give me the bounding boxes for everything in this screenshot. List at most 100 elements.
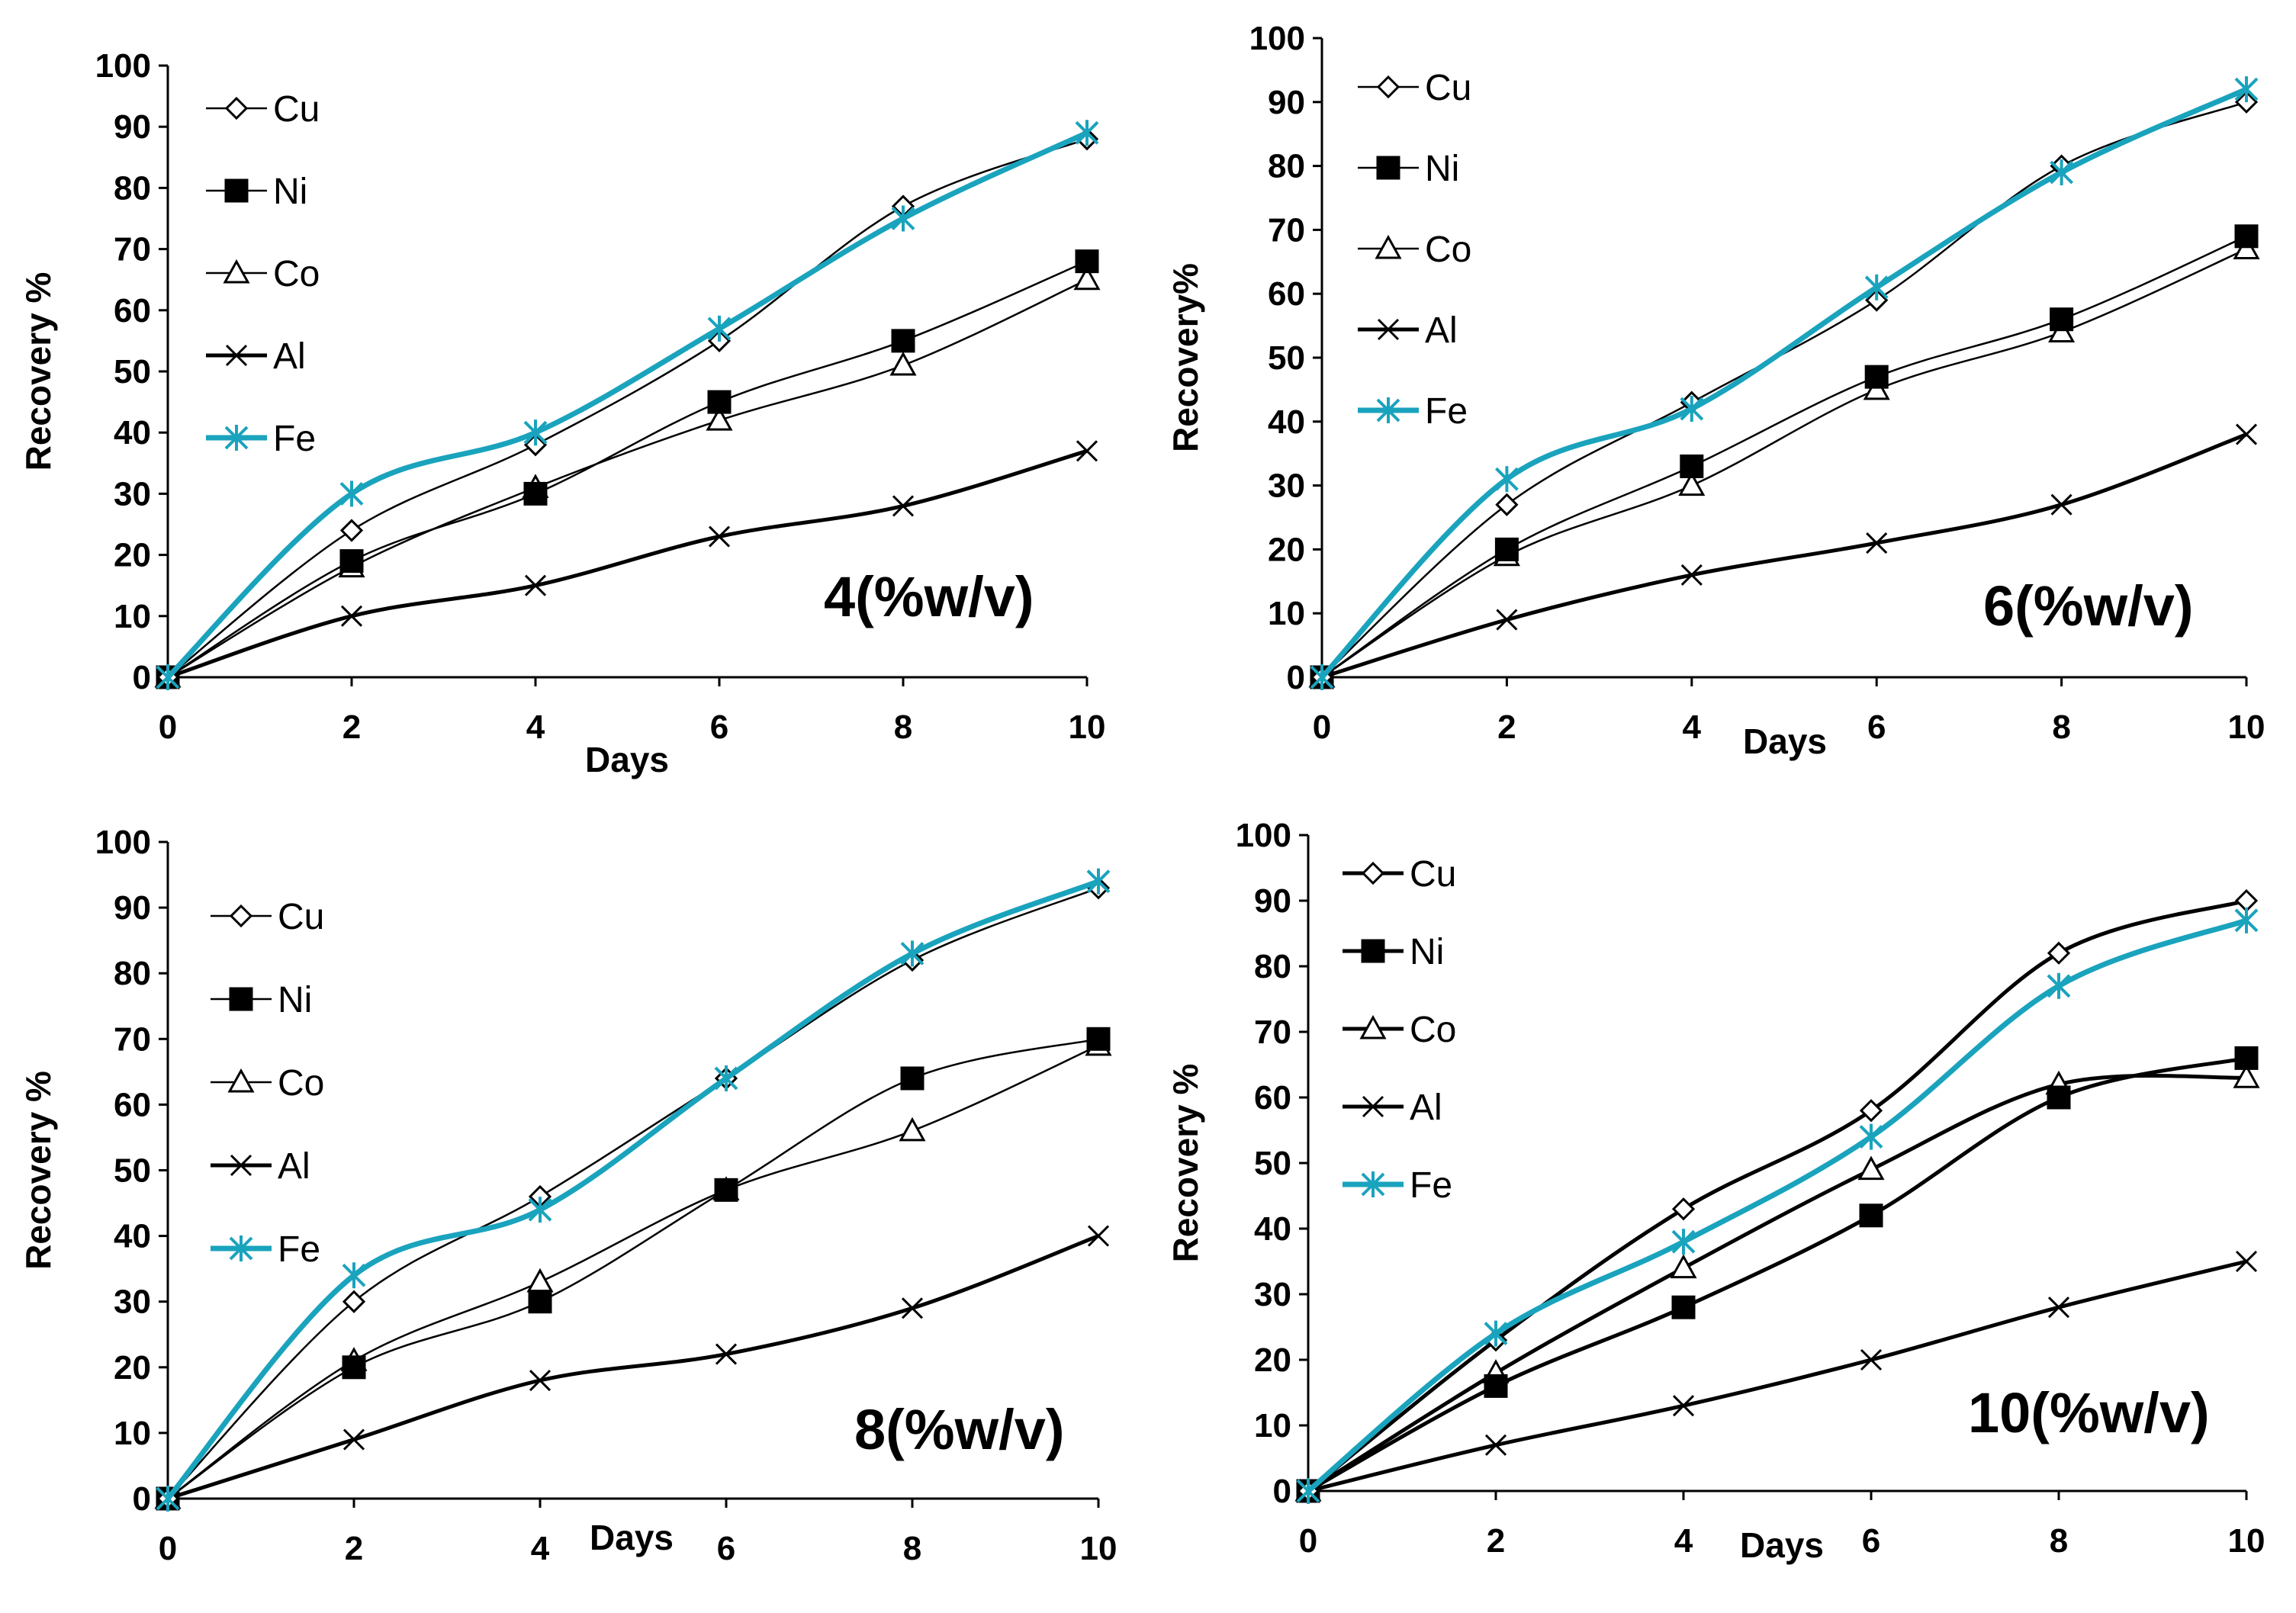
y-tick-label: 50 <box>1254 1145 1291 1182</box>
legend-item-ni: Ni <box>1358 149 1459 189</box>
data-point-cu <box>342 1290 366 1313</box>
y-tick-label: 10 <box>114 598 151 635</box>
legend-marker-cu <box>229 904 253 928</box>
data-point-fe <box>1310 664 1334 690</box>
data-point-al <box>2047 1297 2070 1319</box>
legend-marker-fe <box>229 1235 253 1261</box>
y-tick-label: 0 <box>1287 659 1305 696</box>
legend-label: Al <box>273 336 306 377</box>
x-axis-title: Days <box>590 1518 674 1557</box>
data-point-al <box>1076 440 1098 462</box>
y-axis-title: Recovery% <box>1166 263 1205 452</box>
y-tick-label: 50 <box>114 353 151 390</box>
data-point-al <box>340 605 363 627</box>
legend-label: Cu <box>1410 854 1456 895</box>
series-line-fe <box>1320 86 2248 680</box>
y-tick-label: 70 <box>1268 211 1305 249</box>
data-point-ni <box>707 390 732 414</box>
data-point-al <box>1087 1225 1110 1247</box>
y-axis-title: Recovery % <box>1166 1064 1205 1263</box>
x-tick-label: 4 <box>1683 708 1702 746</box>
legend-label: Ni <box>1410 932 1444 972</box>
legend-item-cu: Cu <box>1358 68 1471 108</box>
data-point-fe <box>714 1065 738 1091</box>
data-point-ni <box>1859 1203 1883 1228</box>
series-cu <box>1296 888 2259 1503</box>
x-tick-label: 10 <box>1080 1530 1117 1567</box>
series-fe <box>156 120 1099 690</box>
data-point-fe <box>1864 274 1889 300</box>
data-point-fe <box>342 1262 366 1289</box>
data-point-al <box>1860 1348 1883 1371</box>
legend-marker-ni <box>224 178 249 203</box>
legend-label: Fe <box>273 419 316 459</box>
x-tick-label: 8 <box>894 708 912 746</box>
concentration-label: 8(%w/v) <box>854 1398 1065 1461</box>
legend-item-fe: Fe <box>1358 391 1468 432</box>
legend-label: Co <box>1425 230 1471 270</box>
y-tick-label: 90 <box>1268 84 1305 121</box>
legend-label: Al <box>1410 1088 1442 1128</box>
data-point-fe <box>707 315 732 342</box>
y-tick-label: 0 <box>133 1480 151 1518</box>
legend-label: Ni <box>1425 149 1459 189</box>
legend-item-cu: Cu <box>1343 854 1456 895</box>
y-tick-label: 50 <box>1268 339 1305 377</box>
x-tick-label: 8 <box>2050 1522 2068 1560</box>
legend-item-cu: Cu <box>206 89 320 130</box>
data-point-ni <box>2234 1046 2259 1070</box>
legend-marker-co <box>1359 1014 1387 1039</box>
legend-item-fe: Fe <box>1343 1165 1452 1206</box>
legend-item-co: Co <box>1358 230 1471 270</box>
legend-item-ni: Ni <box>1343 932 1444 972</box>
y-tick-label: 10 <box>1254 1407 1291 1444</box>
data-point-ni <box>900 1066 925 1091</box>
data-point-fe <box>339 480 364 507</box>
data-point-ni <box>1494 537 1519 561</box>
data-point-al <box>715 1343 738 1365</box>
data-point-al <box>1672 1395 1695 1417</box>
data-point-al <box>901 1297 924 1319</box>
series-al <box>1310 423 2258 689</box>
data-point-ni <box>339 549 364 574</box>
legend-marker-co <box>223 259 250 284</box>
data-point-al <box>342 1428 365 1451</box>
series-line-ni <box>167 1038 1099 1500</box>
data-point-co <box>889 351 917 376</box>
data-point-al <box>524 574 547 596</box>
y-tick-label: 80 <box>1254 948 1291 985</box>
legend-item-co: Co <box>211 1063 324 1104</box>
series-line-al <box>1307 1259 2247 1493</box>
legend-marker-cu <box>224 96 249 120</box>
series-line-al <box>1321 432 2247 680</box>
series-line-cu <box>1307 898 2247 1493</box>
legend-marker-co <box>1375 234 1402 259</box>
legend-marker-cu <box>1376 75 1400 99</box>
legend-label: Al <box>278 1146 310 1187</box>
legend-label: Fe <box>1425 391 1468 432</box>
data-point-al <box>708 525 731 548</box>
series-fe <box>156 868 1111 1512</box>
data-point-co <box>706 406 733 431</box>
x-tick-label: 8 <box>2052 708 2070 746</box>
series-line-fe <box>1306 917 2248 1493</box>
legend-marker-ni <box>1376 156 1400 180</box>
data-point-fe <box>1484 1320 1508 1347</box>
legend: Cu Ni Co Al Fe <box>206 89 320 459</box>
series-line-fe <box>166 879 1100 1501</box>
y-tick-label: 30 <box>114 1284 151 1321</box>
data-point-fe <box>523 419 548 446</box>
y-tick-label: 20 <box>1254 1341 1291 1379</box>
y-tick-label: 60 <box>1254 1079 1291 1117</box>
data-point-fe <box>1075 120 1099 146</box>
legend-label: Fe <box>1410 1165 1452 1206</box>
legend-marker-fe <box>1361 1171 1385 1197</box>
x-tick-label: 0 <box>159 1530 177 1567</box>
y-tick-label: 30 <box>1268 468 1305 505</box>
data-point-al <box>2235 423 2258 445</box>
legend-item-al: Al <box>1343 1088 1442 1128</box>
y-tick-label: 70 <box>114 1020 151 1058</box>
legend-marker-al <box>1377 318 1400 341</box>
data-point-ni <box>1086 1027 1111 1051</box>
data-point-ni <box>1484 1374 1508 1398</box>
